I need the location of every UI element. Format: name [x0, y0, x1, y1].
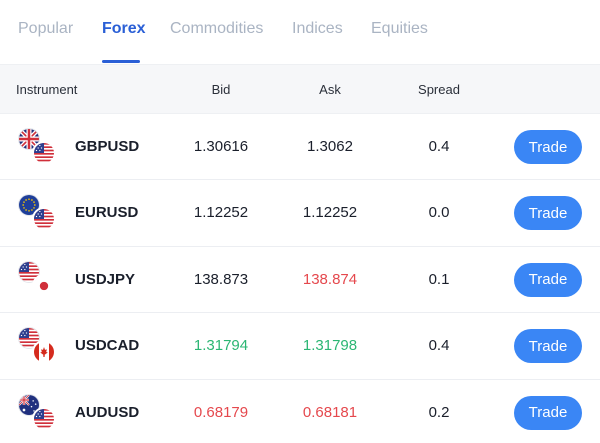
- us-flag-icon: [32, 207, 56, 232]
- active-tab-indicator: [102, 60, 140, 63]
- instrument-name: USDJPY: [75, 270, 136, 288]
- bid-price: 1.12252: [193, 204, 249, 222]
- header-bid: Bid: [211, 82, 231, 97]
- tab-equities[interactable]: Equities: [371, 20, 428, 37]
- instrument-name: GBPUSD: [75, 138, 140, 155]
- us-flag-icon: [32, 141, 56, 165]
- au-flag-icon: [18, 393, 40, 416]
- us-flag-icon: [18, 327, 40, 350]
- spread-value: 0.2: [428, 403, 450, 421]
- instrument-name: AUDUSD: [75, 403, 140, 421]
- ask-price: 1.31798: [302, 337, 358, 355]
- table-row: GBPUSD 1.30616 1.3062 0.4 Trade: [0, 114, 600, 181]
- spread-value: 0.4: [428, 337, 450, 355]
- uk-flag-icon: [18, 128, 40, 150]
- jp-flag-icon: [32, 273, 56, 298]
- us-flag-icon: [18, 260, 40, 283]
- bid-price: 0.68179: [193, 403, 249, 421]
- tab-indices[interactable]: Indices: [292, 20, 343, 37]
- quotes-table: GBPUSD 1.30616 1.3062 0.4 Trade EURUSD 1…: [0, 114, 600, 443]
- instrument-name: USDCAD: [75, 337, 140, 355]
- trade-button[interactable]: Trade: [514, 329, 582, 364]
- tab-popular[interactable]: Popular: [18, 20, 74, 37]
- header-instrument: Instrument: [16, 82, 78, 97]
- table-row: EURUSD 1.12252 1.12252 0.0 Trade: [0, 180, 600, 247]
- bid-price: 138.873: [193, 270, 249, 288]
- ca-flag-icon: [32, 340, 56, 365]
- ask-price: 138.874: [302, 270, 358, 288]
- spread-value: 0.1: [428, 270, 450, 288]
- header-spread: Spread: [418, 82, 460, 97]
- trade-button[interactable]: Trade: [514, 130, 582, 164]
- bid-price: 1.30616: [193, 138, 249, 155]
- table-header: Instrument Bid Ask Spread: [0, 64, 600, 114]
- ask-price: 1.3062: [307, 138, 353, 155]
- header-ask: Ask: [319, 82, 341, 97]
- table-row: USDCAD 1.31794 1.31798 0.4 Trade: [0, 313, 600, 380]
- currency-pair-flags: [18, 194, 60, 232]
- ask-price: 0.68181: [302, 403, 358, 421]
- us-flag-icon: [32, 406, 56, 431]
- trade-button[interactable]: Trade: [514, 196, 582, 231]
- trade-button[interactable]: Trade: [514, 262, 582, 297]
- ask-price: 1.12252: [302, 204, 358, 222]
- tab-forex[interactable]: Forex: [102, 20, 146, 37]
- spread-value: 0.4: [428, 138, 450, 155]
- currency-pair-flags: [18, 327, 60, 365]
- spread-value: 0.0: [428, 204, 450, 222]
- currency-pair-flags: [18, 128, 60, 166]
- market-tabs: Popular Forex Commodities Indices Equiti…: [0, 0, 600, 64]
- currency-pair-flags: [18, 260, 60, 299]
- eu-flag-icon: [18, 194, 40, 217]
- currency-pair-flags: [18, 393, 60, 432]
- tab-commodities[interactable]: Commodities: [170, 20, 264, 37]
- table-row: USDJPY 138.873 138.874 0.1 Trade: [0, 247, 600, 314]
- bid-price: 1.31794: [193, 337, 249, 355]
- trade-button[interactable]: Trade: [514, 395, 582, 430]
- table-row: AUDUSD 0.68179 0.68181 0.2 Trade: [0, 380, 600, 443]
- instrument-name: EURUSD: [75, 204, 139, 222]
